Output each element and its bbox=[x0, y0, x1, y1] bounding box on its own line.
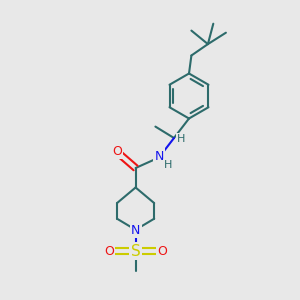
Text: N: N bbox=[154, 149, 164, 163]
Text: O: O bbox=[157, 245, 167, 258]
Text: H: H bbox=[177, 134, 186, 145]
Text: H: H bbox=[164, 160, 172, 170]
Text: S: S bbox=[131, 244, 140, 259]
Text: N: N bbox=[131, 224, 140, 237]
Text: O: O bbox=[112, 145, 122, 158]
Text: O: O bbox=[104, 245, 114, 258]
